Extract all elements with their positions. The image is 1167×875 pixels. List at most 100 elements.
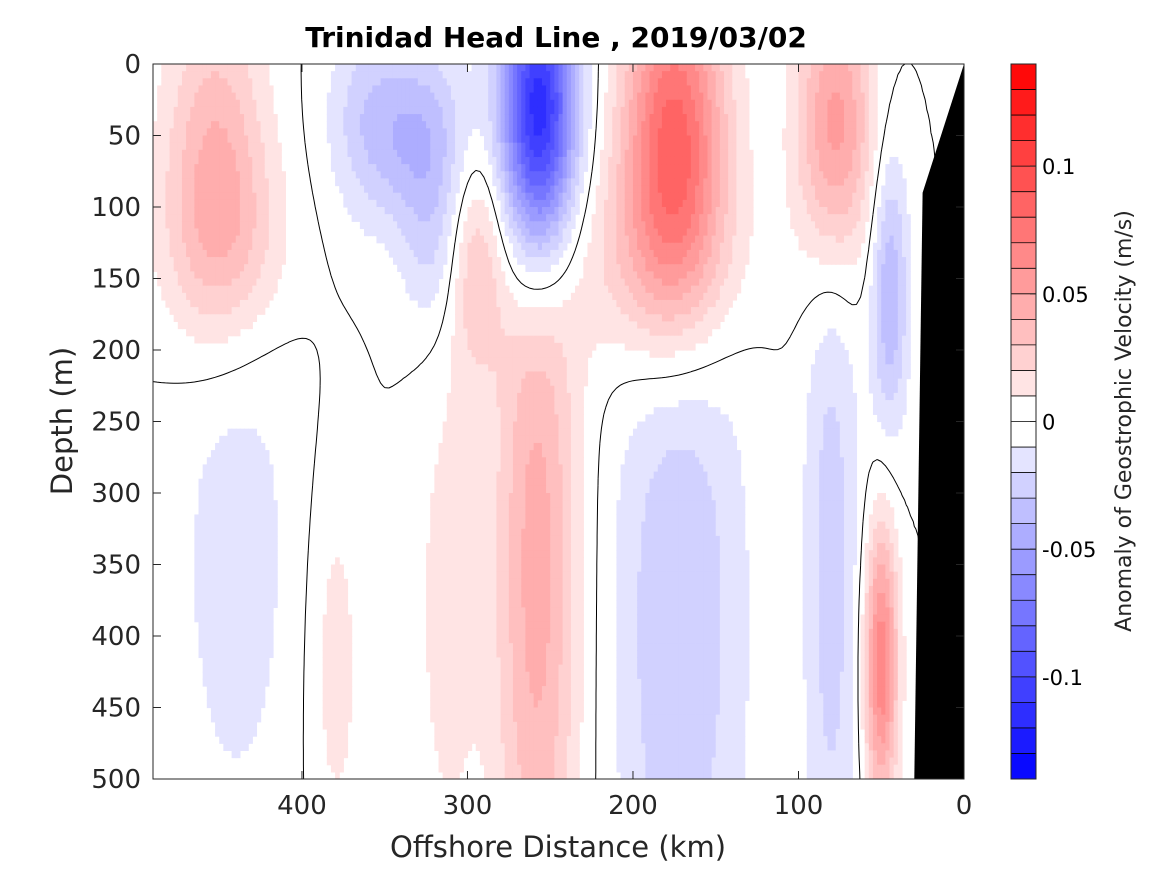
field-cell <box>177 171 183 179</box>
field-cell <box>471 114 477 122</box>
field-cell <box>517 771 522 779</box>
field-cell <box>512 493 518 501</box>
field-cell <box>169 235 175 244</box>
field-cell <box>459 314 464 322</box>
field-cell <box>227 700 233 709</box>
field-cell <box>277 178 282 187</box>
field-cell <box>484 114 489 122</box>
field-cell <box>239 478 245 487</box>
field-cell <box>479 614 485 623</box>
field-cell <box>231 442 237 451</box>
field-cell <box>488 686 493 694</box>
field-cell <box>260 78 266 87</box>
field-cell <box>198 149 204 158</box>
field-cell <box>467 585 473 594</box>
field-cell <box>479 585 485 594</box>
field-cell <box>512 614 518 623</box>
field-cell <box>190 192 195 201</box>
field-cell <box>339 707 344 716</box>
field-cell <box>508 450 514 458</box>
field-cell <box>417 171 423 179</box>
field-cell <box>235 164 241 172</box>
field-cell <box>322 650 328 659</box>
field-cell <box>339 621 344 630</box>
field-cell <box>442 628 448 637</box>
field-cell <box>339 564 344 573</box>
field-cell <box>484 435 489 444</box>
field-cell <box>488 664 493 673</box>
field-cell <box>368 142 373 151</box>
field-cell <box>190 71 195 79</box>
field-cell <box>450 550 456 558</box>
field-cell <box>277 156 282 165</box>
field-cell <box>529 700 535 709</box>
field-cell <box>517 235 522 244</box>
field-cell <box>364 207 369 215</box>
field-cell <box>405 214 411 222</box>
field-cell <box>330 121 336 129</box>
field-cell <box>231 328 237 337</box>
field-cell <box>521 485 526 494</box>
field-cell <box>194 271 200 280</box>
field-cell <box>260 485 266 494</box>
field-cell <box>206 207 212 215</box>
field-cell <box>430 578 435 587</box>
field-cell <box>488 442 493 451</box>
field-cell <box>459 442 464 451</box>
field-cell <box>397 128 402 137</box>
field-cell <box>426 557 431 566</box>
field-cell <box>409 221 415 230</box>
field-cell <box>264 543 270 551</box>
field-cell <box>521 564 526 573</box>
field-cell <box>388 106 394 115</box>
field-cell <box>467 92 473 101</box>
field-cell <box>517 192 522 201</box>
field-cell <box>215 214 220 222</box>
field-cell <box>190 128 195 137</box>
field-cell <box>260 478 266 487</box>
field-cell <box>248 156 253 165</box>
field-cell <box>533 249 539 258</box>
field-cell <box>359 199 365 208</box>
field-cell <box>512 178 518 187</box>
field-cell <box>181 142 187 151</box>
field-cell <box>463 728 469 737</box>
field-cell <box>198 285 204 294</box>
field-cell <box>533 106 539 115</box>
field-cell <box>231 636 237 644</box>
field-cell <box>190 142 195 151</box>
field-cell <box>215 500 220 508</box>
field-cell <box>500 500 506 508</box>
field-cell <box>446 493 452 501</box>
field-cell <box>339 671 344 680</box>
field-cell <box>264 450 270 458</box>
field-cell <box>459 78 464 87</box>
field-cell <box>471 628 477 637</box>
field-cell <box>413 106 419 115</box>
field-cell <box>215 493 220 501</box>
field-cell <box>475 385 481 394</box>
field-cell <box>264 528 270 537</box>
field-cell <box>339 78 344 87</box>
field-cell <box>446 106 452 115</box>
field-cell <box>488 99 493 108</box>
field-cell <box>252 700 258 709</box>
field-cell <box>426 614 431 623</box>
field-cell <box>455 643 460 651</box>
field-cell <box>157 106 162 115</box>
field-cell <box>533 400 539 408</box>
field-cell <box>335 571 340 580</box>
field-cell <box>475 450 481 458</box>
field-cell <box>268 114 274 122</box>
field-cell <box>181 156 187 165</box>
field-cell <box>467 678 473 687</box>
field-cell <box>438 178 444 187</box>
field-cell <box>459 71 464 79</box>
field-cell <box>434 242 440 251</box>
field-cell <box>504 493 510 501</box>
field-cell <box>215 550 220 558</box>
field-cell <box>475 114 481 122</box>
field-cell <box>459 400 464 408</box>
field-cell <box>479 600 485 608</box>
field-cell <box>343 64 349 72</box>
